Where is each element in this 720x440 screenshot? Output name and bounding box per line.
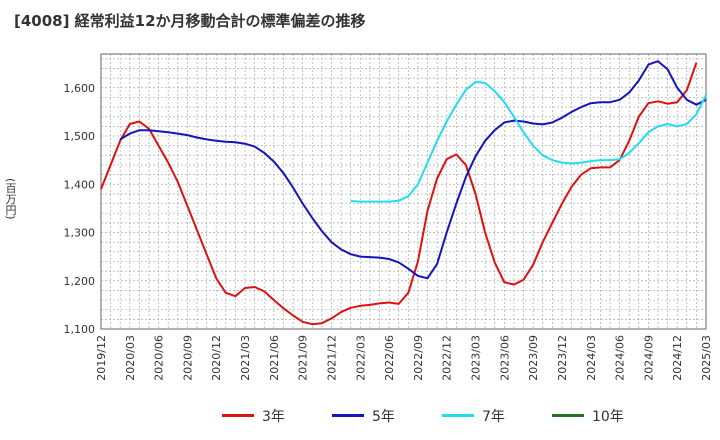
legend-swatch — [552, 414, 584, 417]
x-tick-label: 2024/06 — [614, 335, 627, 381]
x-tick-label: 2021/03 — [239, 335, 252, 381]
y-axis-ticks: 1,100 1,200 1,300 1,400 1,500 1,600 — [64, 82, 96, 336]
x-tick-label: 2022/12 — [441, 335, 454, 381]
x-tick-label: 2020/09 — [181, 335, 194, 381]
x-tick-label: 2022/09 — [412, 335, 425, 381]
x-tick-label: 2025/03 — [700, 335, 713, 381]
x-tick-label: 2020/06 — [153, 335, 166, 381]
x-tick-label: 2024/12 — [671, 335, 684, 381]
x-tick-label: 2021/06 — [268, 335, 281, 381]
vertical-grid-lines — [100, 54, 707, 329]
horizontal-grid-lines — [101, 58, 706, 320]
x-tick-label: 2022/06 — [383, 335, 396, 381]
x-tick-label: 2022/03 — [354, 335, 367, 381]
x-tick-label: 2024/03 — [585, 335, 598, 381]
series-line-7年 — [350, 81, 707, 203]
y-tick-label: 1,600 — [64, 82, 96, 95]
y-tick-label: 1,300 — [64, 227, 96, 240]
x-tick-label: 2019/12 — [95, 335, 108, 381]
x-tick-label: 2021/12 — [325, 335, 338, 381]
legend-swatch — [222, 414, 254, 417]
x-tick-label: 2023/03 — [470, 335, 483, 381]
legend-swatch — [332, 414, 364, 417]
x-tick-label: 2021/09 — [297, 335, 310, 381]
y-axis-label: (百万円) — [4, 178, 17, 220]
y-tick-label: 1,500 — [64, 130, 96, 143]
x-tick-label: 2024/09 — [642, 335, 655, 381]
y-tick-label: 1,200 — [64, 275, 96, 288]
x-tick-label: 2023/06 — [498, 335, 511, 381]
series-line-3年 — [100, 62, 698, 326]
legend-label: 10年 — [592, 409, 624, 425]
legend-label: 3年 — [262, 409, 285, 425]
x-tick-label: 2020/03 — [124, 335, 137, 381]
y-tick-label: 1,400 — [64, 178, 96, 191]
legend-label: 5年 — [372, 409, 395, 425]
legend-label: 7年 — [482, 409, 505, 425]
x-tick-label: 2023/09 — [527, 335, 540, 381]
y-tick-label: 1,100 — [64, 323, 96, 336]
x-axis-ticks: 2019/12 2020/03 2020/06 2020/09 2020/12 2021/… — [95, 335, 713, 381]
series-lines — [100, 60, 707, 326]
plot-area — [101, 54, 706, 329]
plot-border — [100, 53, 707, 330]
legend: 3年 5年 7年 10年 — [0, 403, 720, 427]
legend-swatch — [442, 414, 474, 417]
chart-title: [4008] 経常利益12か月移動合計の標準偏差の推移 — [14, 12, 366, 30]
x-tick-label: 2023/12 — [556, 335, 569, 381]
series-line-5年 — [119, 60, 707, 280]
x-tick-label: 2020/12 — [210, 335, 223, 381]
